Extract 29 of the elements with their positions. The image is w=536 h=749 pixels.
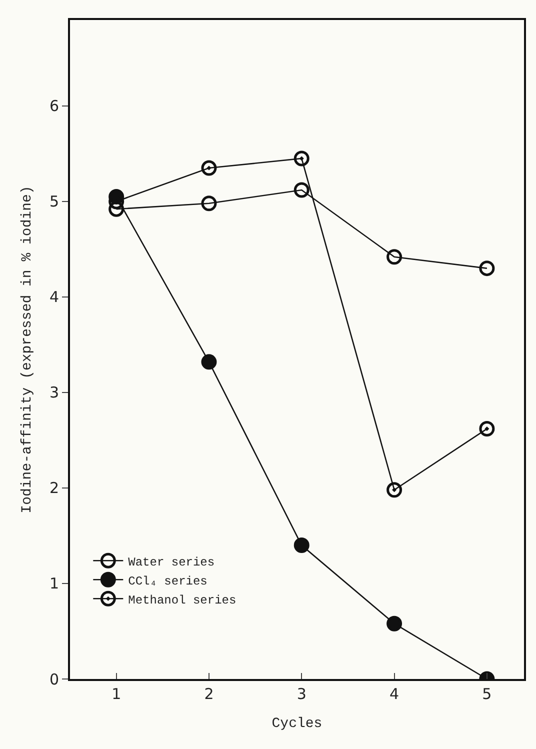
point <box>294 182 310 198</box>
y-tick-label: 2 <box>49 479 59 498</box>
point <box>479 421 495 437</box>
point <box>386 616 402 632</box>
point <box>201 354 217 370</box>
x-tick-label: 4 <box>390 685 400 703</box>
y-tick-label: 1 <box>49 574 59 593</box>
y-tick-label: 3 <box>49 384 59 402</box>
legend-label: Methanol series <box>128 593 236 608</box>
x-tick-label: 5 <box>482 685 492 703</box>
point <box>479 260 495 276</box>
x-tick-label: 1 <box>112 685 122 703</box>
x-tick-label: 2 <box>204 685 214 703</box>
y-tick-label: 6 <box>49 97 59 116</box>
y-tick-label: 4 <box>49 288 59 306</box>
y-axis-title: Iodine-affinity (expressed in % iodine) <box>20 186 36 514</box>
point <box>294 538 310 554</box>
y-tick-label: 5 <box>49 192 59 211</box>
x-tick-label: 3 <box>296 685 306 703</box>
point <box>108 201 124 217</box>
x-axis-title: Cycles <box>272 716 322 732</box>
point <box>386 482 402 498</box>
legend-label: Water series <box>128 555 215 570</box>
point <box>201 196 217 212</box>
point <box>294 150 310 166</box>
y-tick-label: 0 <box>49 670 59 688</box>
point <box>201 160 217 176</box>
point <box>386 249 402 265</box>
legend-label: CCl₄ series <box>128 574 208 588</box>
